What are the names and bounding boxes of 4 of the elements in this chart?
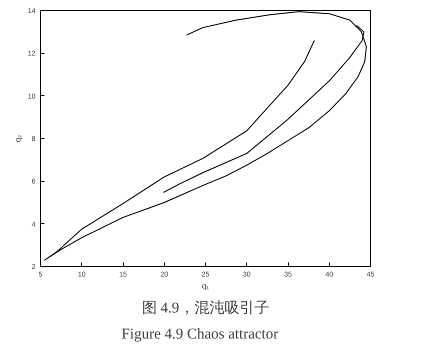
x-axis-title: q₁ [202,282,210,290]
caption: Figure 4.9 Chaos attractor [122,326,278,342]
y-axis-title: q₂ [14,134,23,142]
caption: 图 4.9，混沌吸引子 [142,300,270,316]
